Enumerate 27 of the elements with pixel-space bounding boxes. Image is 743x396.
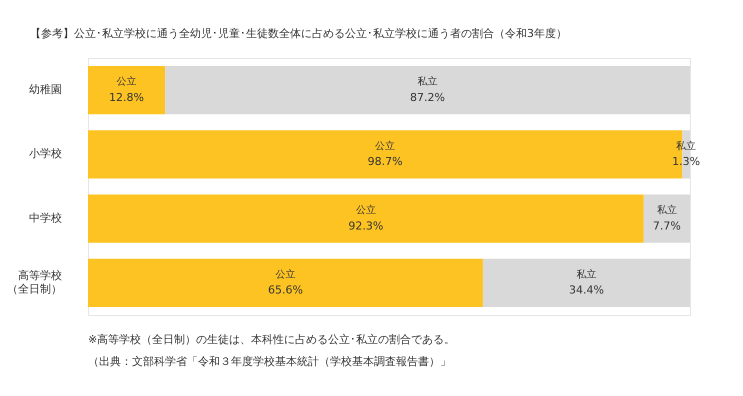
text: ※高等学校（全日制）の生徒は、本科性に占める公立･私立の割合である。 — [88, 332, 456, 348]
data-label: 98.7% — [368, 155, 403, 168]
bar — [88, 194, 644, 243]
text: 公立 — [375, 140, 396, 152]
bar — [88, 258, 483, 307]
text: 公立 — [275, 269, 296, 280]
data-label: 87.2% — [410, 90, 446, 104]
bar — [644, 194, 690, 243]
text: 公立 — [356, 205, 376, 216]
y-tick-label: 中学校 — [29, 211, 62, 224]
y-tick-label: 幼稚園 — [29, 82, 62, 96]
data-label: 65.6% — [268, 284, 303, 297]
data-label: 34.4% — [568, 284, 604, 297]
bar — [482, 258, 690, 307]
text: 私立 — [576, 269, 596, 280]
data-label: 7.7% — [652, 219, 681, 232]
text: （出典：文部科学省「令和３年度学校基本統計（学校基本調査報告書）」 — [88, 354, 452, 370]
y-tick-label: 高等学校（全日制） — [7, 269, 62, 296]
y-tick-label: 小学校 — [29, 147, 62, 160]
bar — [88, 66, 166, 114]
text: 私立 — [418, 76, 438, 88]
bar — [165, 66, 690, 114]
chart-title: 【参考】公立･私立学校に通う全幼児･児童･生徒数全体に占める公立･私立学校に通う者の割合（令和3年度） — [30, 26, 567, 41]
series-label: 公立 — [116, 76, 137, 88]
data-label: 12.8% — [109, 90, 144, 104]
data-label: 92.3% — [348, 219, 384, 232]
text: 私立 — [656, 205, 677, 216]
